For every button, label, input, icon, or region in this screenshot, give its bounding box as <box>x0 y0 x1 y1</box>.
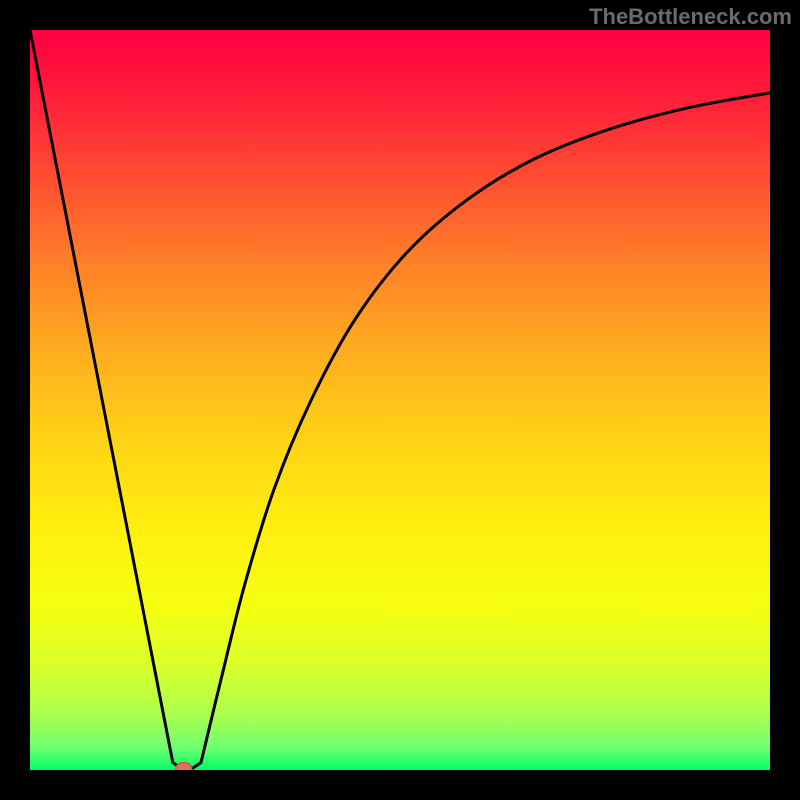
gradient-background <box>30 30 770 770</box>
watermark-text: TheBottleneck.com <box>589 4 792 30</box>
plot-area <box>30 30 770 770</box>
chart-container: TheBottleneck.com <box>0 0 800 800</box>
